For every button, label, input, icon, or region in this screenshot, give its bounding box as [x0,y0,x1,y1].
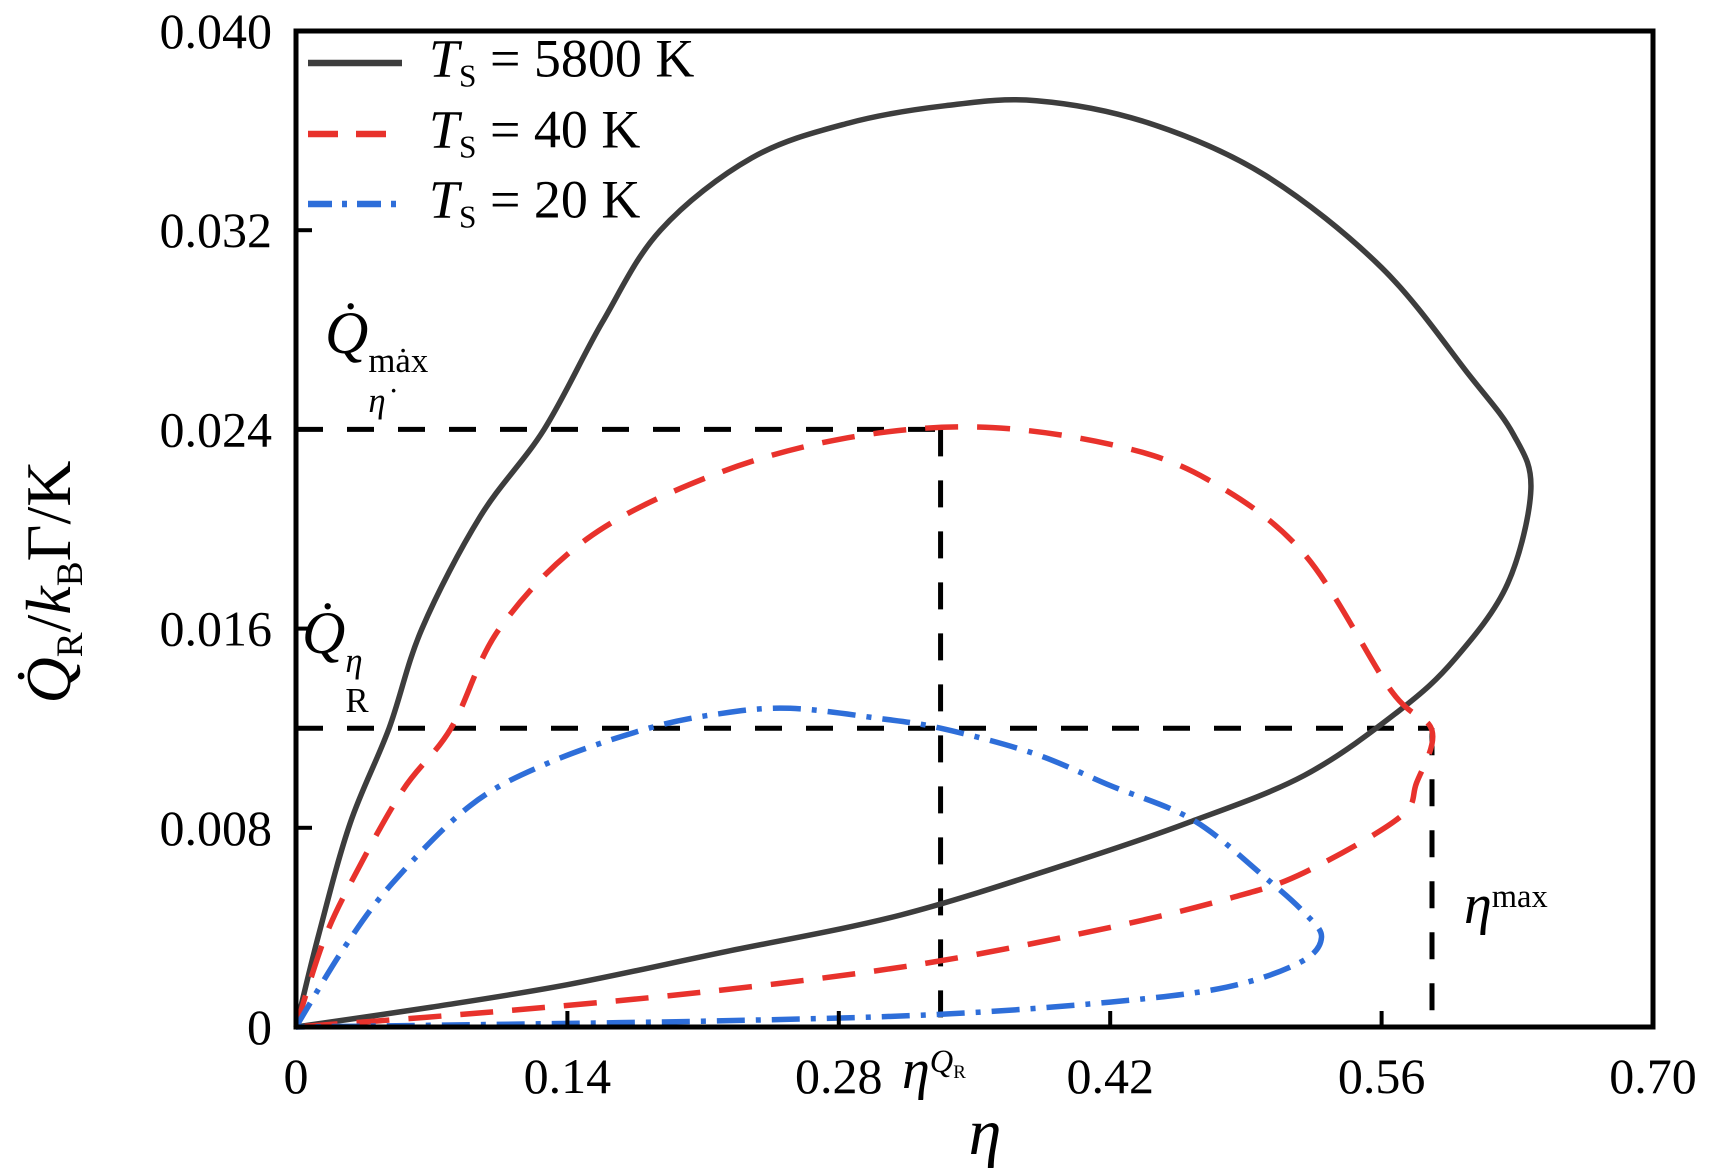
x-axis-label: η [968,1096,1002,1169]
annotation-q-eta: Q̇ η R [302,599,369,721]
y-axis-label: Q̇R/kBΓ/K [13,460,92,704]
x-tick-label: 0.42 [1066,1048,1154,1104]
y-tick-label: 0.008 [160,800,273,856]
y-tick-label: 0.016 [160,601,273,657]
annotation-q-max: Q̇ mȧx η̇ [325,299,429,421]
legend-label-1: TS = 40 K [429,99,641,165]
axes-frame [293,28,1656,1030]
x-tick-label: 0.14 [524,1048,612,1104]
x-tick-label: 0.70 [1609,1048,1697,1104]
legend-label-2: TS = 20 K [429,169,641,235]
curve-series-2 [293,705,1325,1030]
y-tick-label: 0.040 [160,3,273,59]
y-tick-label: 0.024 [160,401,273,457]
y-tick-label: 0.032 [160,202,273,258]
legend-label-0: TS = 5800 K [429,28,695,94]
curve-series-0 [293,97,1534,1030]
annotation-eta-qr: ηQR [902,1039,966,1101]
annotation-eta-max: ηmax [1464,874,1548,936]
y-tick-label: 0 [247,999,272,1055]
x-tick-label: 0 [284,1048,309,1104]
curve-series-1 [293,424,1436,1030]
x-tick-label: 0.56 [1338,1048,1426,1104]
x-tick-label: 0.28 [795,1048,883,1104]
